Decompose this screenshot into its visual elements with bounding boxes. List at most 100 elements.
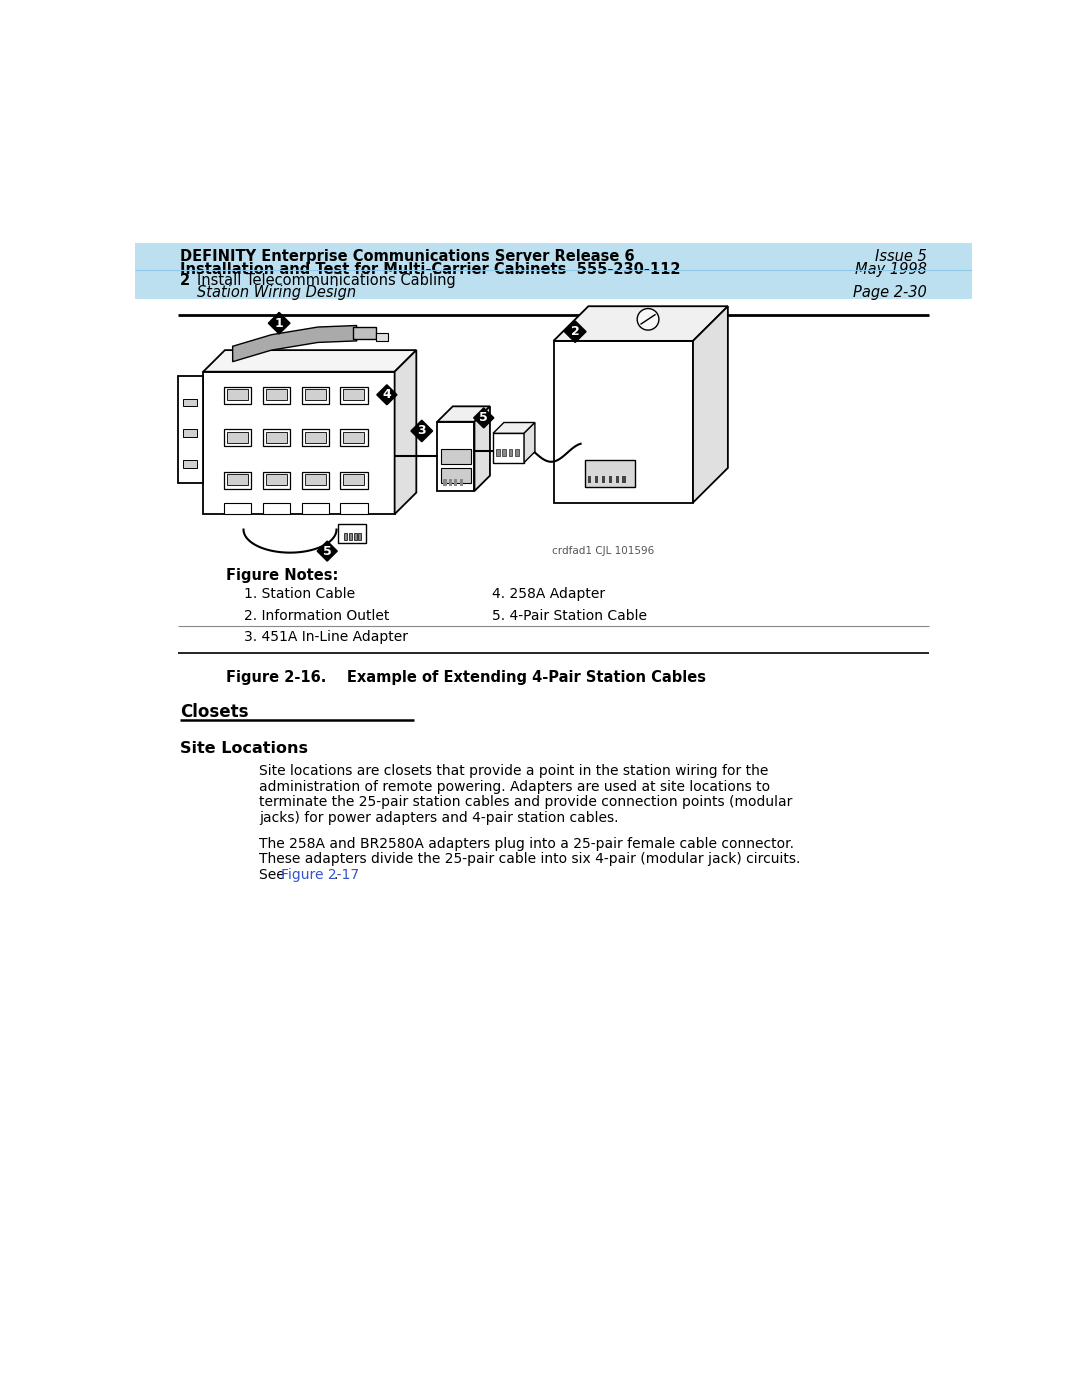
Polygon shape <box>524 422 535 462</box>
Bar <box>444 479 446 486</box>
Text: Installation and Test for Multi-Carrier Cabinets  555-230-112: Installation and Test for Multi-Carrier … <box>180 261 680 277</box>
Bar <box>496 448 500 457</box>
Bar <box>305 432 326 443</box>
Text: Figure 2-17: Figure 2-17 <box>281 868 359 882</box>
Bar <box>340 429 367 447</box>
Bar <box>305 390 326 400</box>
Bar <box>460 479 463 486</box>
Bar <box>608 475 612 483</box>
Polygon shape <box>565 321 586 342</box>
Bar <box>343 432 364 443</box>
Polygon shape <box>437 407 490 422</box>
Text: 3. 451A In-Line Adapter: 3. 451A In-Line Adapter <box>243 630 407 644</box>
Bar <box>225 387 252 404</box>
Text: Site Locations: Site Locations <box>180 742 308 756</box>
Text: 1: 1 <box>274 317 284 330</box>
Text: Issue 5: Issue 5 <box>875 249 927 264</box>
Text: 5: 5 <box>480 411 488 425</box>
Text: Station Wiring Design: Station Wiring Design <box>197 285 356 300</box>
Text: 2: 2 <box>571 326 580 338</box>
Text: The 258A and BR2580A adapters plug into a 25-pair female cable connector.: The 258A and BR2580A adapters plug into … <box>259 837 794 851</box>
Polygon shape <box>394 351 416 514</box>
Bar <box>343 390 364 400</box>
Bar <box>343 474 364 485</box>
Text: .: . <box>334 868 338 882</box>
Text: crdfad1 CJL 101596: crdfad1 CJL 101596 <box>552 546 654 556</box>
Bar <box>183 398 197 407</box>
Text: 4. 258A Adapter: 4. 258A Adapter <box>491 587 605 601</box>
Polygon shape <box>410 420 433 441</box>
Bar <box>262 503 291 514</box>
Text: 2: 2 <box>180 274 190 288</box>
Bar <box>225 503 252 514</box>
Text: May 1998: May 1998 <box>855 261 927 277</box>
Bar <box>225 429 252 447</box>
Bar <box>515 448 518 457</box>
Bar <box>622 475 626 483</box>
Bar <box>340 503 367 514</box>
Bar <box>509 448 512 457</box>
Polygon shape <box>474 407 490 490</box>
Bar <box>588 475 592 483</box>
Bar <box>266 390 287 400</box>
Polygon shape <box>203 351 416 372</box>
Bar <box>441 468 471 483</box>
Bar <box>359 534 362 539</box>
Polygon shape <box>232 326 356 362</box>
Bar <box>340 472 367 489</box>
Bar <box>305 474 326 485</box>
Bar <box>135 243 972 270</box>
Bar <box>602 475 606 483</box>
Bar <box>449 479 451 486</box>
Text: Site locations are closets that provide a point in the station wiring for the: Site locations are closets that provide … <box>259 764 768 778</box>
Text: jacks) for power adapters and 4-pair station cables.: jacks) for power adapters and 4-pair sta… <box>259 810 619 824</box>
Text: These adapters divide the 25-pair cable into six 4-pair (modular jack) circuits.: These adapters divide the 25-pair cable … <box>259 852 800 866</box>
Bar <box>227 474 248 485</box>
Bar <box>262 429 291 447</box>
Bar <box>135 270 972 299</box>
Text: See: See <box>259 868 289 882</box>
Bar <box>225 472 252 489</box>
Circle shape <box>637 309 659 330</box>
Text: Install Telecommunications Cabling: Install Telecommunications Cabling <box>197 274 456 288</box>
Bar <box>353 534 356 539</box>
Bar <box>494 433 524 462</box>
Text: Page 2-30: Page 2-30 <box>853 285 927 300</box>
Text: Figure 2-16.    Example of Extending 4-Pair Station Cables: Figure 2-16. Example of Extending 4-Pair… <box>227 669 706 685</box>
Bar <box>301 387 328 404</box>
Bar <box>262 472 291 489</box>
Bar <box>353 327 376 339</box>
Polygon shape <box>268 313 291 334</box>
Bar <box>183 460 197 468</box>
Text: 3: 3 <box>418 425 427 437</box>
Text: 1. Station Cable: 1. Station Cable <box>243 587 354 601</box>
Bar <box>301 472 328 489</box>
Bar <box>340 387 367 404</box>
Bar <box>441 448 471 464</box>
Bar <box>227 390 248 400</box>
Bar <box>595 475 598 483</box>
Text: Closets: Closets <box>180 703 248 721</box>
Text: 2. Information Outlet: 2. Information Outlet <box>243 609 389 623</box>
Bar <box>554 341 693 503</box>
Text: terminate the 25-pair station cables and provide connection points (modular: terminate the 25-pair station cables and… <box>259 795 793 809</box>
Bar <box>437 422 474 490</box>
Polygon shape <box>494 422 535 433</box>
Bar <box>266 474 287 485</box>
Bar <box>455 479 458 486</box>
Text: 5. 4-Pair Station Cable: 5. 4-Pair Station Cable <box>491 609 647 623</box>
Polygon shape <box>693 306 728 503</box>
Bar <box>345 534 348 539</box>
Bar <box>376 334 388 341</box>
Bar <box>616 475 619 483</box>
Bar <box>584 460 635 488</box>
Bar <box>227 432 248 443</box>
Bar <box>178 376 203 483</box>
Text: 5: 5 <box>323 545 332 557</box>
Bar <box>183 429 197 437</box>
Text: DEFINITY Enterprise Communications Server Release 6: DEFINITY Enterprise Communications Serve… <box>180 249 635 264</box>
Text: administration of remote powering. Adapters are used at site locations to: administration of remote powering. Adapt… <box>259 780 770 793</box>
Polygon shape <box>318 541 337 562</box>
Polygon shape <box>474 408 494 427</box>
Bar <box>301 429 328 447</box>
